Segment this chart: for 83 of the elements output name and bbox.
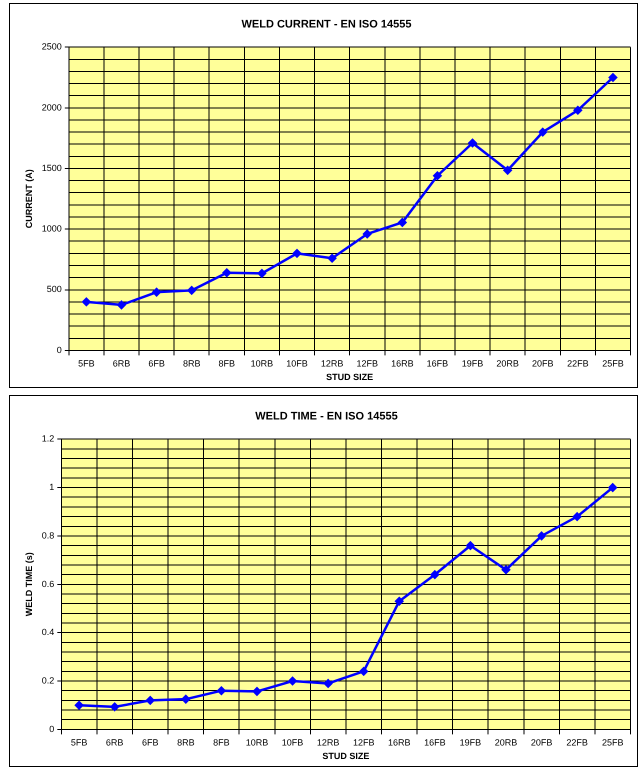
x-tick-label: 12FB [356, 358, 378, 368]
x-tick-label: 5FB [70, 737, 88, 748]
y-tick-label: 1.2 [42, 434, 54, 444]
point [252, 687, 262, 696]
point [466, 541, 475, 550]
x-tick-label: 8FB [213, 737, 230, 748]
x-tick-label: 12FB [352, 737, 374, 748]
point [288, 676, 297, 686]
x-tick-label: 8RB [182, 358, 200, 368]
point [146, 696, 154, 705]
y-tick-label: 2000 [42, 102, 62, 112]
x-tick-label: 20FB [530, 737, 552, 748]
point [502, 566, 510, 574]
point [182, 694, 190, 704]
x-tick-label: 8RB [177, 737, 195, 748]
x-tick-label: 16RB [388, 737, 411, 748]
point [574, 106, 582, 115]
x-tick-label: 6FB [148, 358, 165, 368]
point [292, 249, 302, 258]
chart-title: WELD CURRENT - EN ISO 14555 [242, 18, 412, 31]
x-tick-label: 6FB [142, 737, 159, 748]
x-tick-label: 16FB [426, 358, 448, 368]
point [152, 288, 161, 296]
y-tick-label: 500 [46, 284, 62, 294]
point [328, 254, 336, 262]
point [217, 686, 226, 695]
point [110, 702, 119, 712]
y-tick-label: 0.2 [42, 676, 54, 686]
y-tick-label: 0.8 [42, 530, 54, 540]
x-tick-label: 16FB [424, 737, 446, 748]
x-axis-title: STUD SIZE [326, 372, 374, 382]
chart-title: WELD TIME - EN ISO 14555 [255, 410, 398, 423]
x-tick-label: 20RB [494, 737, 518, 748]
x-tick-label: 6RB [112, 358, 130, 368]
x-tick-label: 10FB [282, 737, 304, 748]
x-tick-label: 20RB [496, 358, 519, 368]
x-tick-label: 12RB [320, 358, 344, 368]
point [433, 172, 442, 180]
point [398, 218, 407, 227]
y-tick-label: 0.4 [42, 627, 54, 638]
point [222, 268, 232, 278]
y-tick-label: 0 [49, 724, 54, 734]
y-tick-label: 1 [49, 482, 54, 492]
x-tick-label: 25FB [602, 358, 624, 368]
x-tick-label: 19FB [460, 737, 482, 748]
point [359, 667, 368, 676]
x-tick-label: 6RB [106, 737, 124, 748]
y-tick-label: 1500 [42, 162, 62, 173]
point [538, 128, 547, 136]
x-tick-label: 22FB [566, 737, 588, 748]
x-tick-label: 25FB [602, 737, 624, 748]
y-axis-title: WELD TIME (s) [24, 552, 34, 616]
point [537, 532, 546, 540]
x-tick-label: 12RB [316, 737, 340, 748]
y-axis-title: CURRENT (A) [24, 169, 34, 228]
point [503, 166, 512, 175]
y-tick-label: 0 [56, 344, 62, 355]
point [74, 700, 84, 710]
y-tick-label: 0.6 [42, 578, 54, 589]
point [608, 73, 618, 82]
x-tick-label: 8FB [218, 358, 236, 368]
point [608, 483, 617, 492]
point [395, 596, 404, 606]
x-tick-label: 5FB [78, 358, 95, 368]
point [258, 269, 266, 278]
point [324, 679, 332, 688]
point [430, 570, 440, 579]
point [117, 300, 126, 310]
x-tick-label: 10RB [250, 358, 274, 368]
point [468, 138, 477, 148]
x-tick-label: 10FB [286, 358, 308, 368]
x-tick-label: 20FB [532, 358, 554, 368]
point [362, 230, 372, 238]
x-tick-label: 16RB [391, 358, 414, 368]
x-tick-label: 10RB [246, 737, 268, 748]
point [82, 298, 91, 306]
x-axis-title: STUD SIZE [322, 751, 370, 762]
point [572, 512, 582, 521]
x-tick-label: 22FB [567, 358, 589, 368]
y-tick-label: 2500 [42, 42, 62, 52]
y-tick-label: 1000 [42, 224, 62, 234]
x-tick-label: 19FB [462, 358, 484, 368]
point [187, 286, 196, 295]
